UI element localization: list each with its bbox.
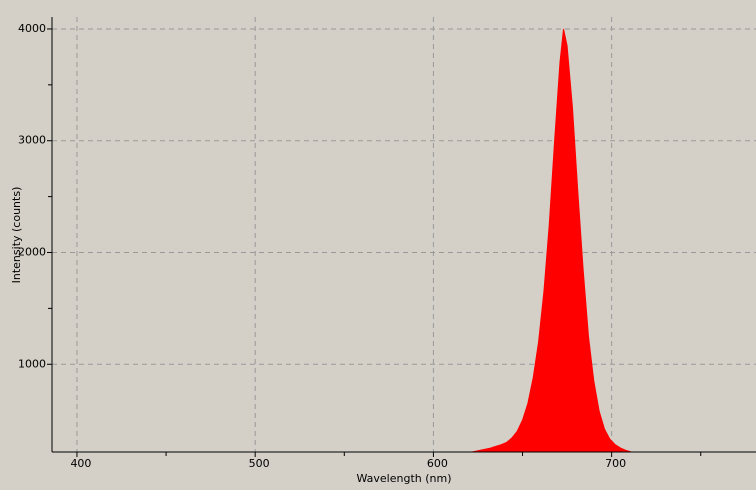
x-tick-label: 500 [249,457,270,470]
x-tick-label: 700 [605,457,626,470]
y-tick-label: 2000 [18,245,46,258]
y-axis-label: Intensity (counts) [10,187,23,284]
y-tick-label: 3000 [18,134,46,147]
x-tick-label: 600 [427,457,448,470]
spectrum-area [469,28,632,452]
x-tick-label: 400 [70,457,91,470]
y-tick-label: 1000 [18,357,46,370]
y-tick-label: 4000 [18,22,46,35]
x-axis-label: Wavelength (nm) [356,472,451,485]
